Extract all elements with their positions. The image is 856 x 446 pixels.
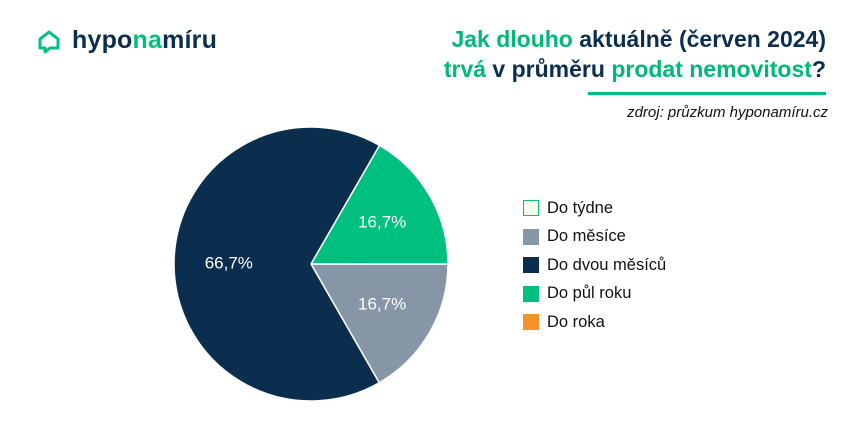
legend-swatch (523, 257, 539, 274)
legend-item: Do měsíce (523, 223, 666, 252)
brand-logo: hyponamíru (36, 26, 217, 55)
slice-label: 16,7% (358, 212, 406, 231)
pie-slice-do-dvou-měsíců (173, 126, 381, 402)
legend-label: Do roka (547, 312, 605, 331)
title-underline (588, 92, 826, 95)
chart-legend: Do týdne Do měsíce Do dvou měsíců Do půl ro… (523, 194, 666, 337)
chart-title: Jak dlouho aktuálně (červen 2024) trvá v… (443, 26, 826, 83)
source-note: zdroj: průzkum hyponamíru.cz (627, 104, 828, 121)
legend-item: Do roka (523, 308, 666, 337)
house-chat-icon (38, 30, 60, 53)
legend-swatch (523, 314, 539, 331)
legend-swatch (523, 285, 539, 302)
slice-label: 16,7% (358, 295, 406, 314)
brand-name: hyponamíru (72, 26, 218, 54)
legend-swatch (523, 200, 539, 217)
legend-label: Do půl roku (547, 284, 632, 303)
legend-item: Do týdne (523, 194, 666, 223)
legend-item: Do půl roku (523, 280, 666, 309)
legend-label: Do dvou měsíců (547, 255, 667, 274)
pie-slice-do-měsíce (309, 263, 449, 384)
legend-item: Do dvou měsíců (523, 251, 666, 280)
slice-label: 66,7% (205, 253, 253, 272)
pie-slice-do-půl-roku (309, 144, 449, 265)
legend-label: Do měsíce (547, 227, 626, 246)
legend-swatch (523, 228, 539, 245)
legend-label: Do týdne (547, 198, 614, 217)
